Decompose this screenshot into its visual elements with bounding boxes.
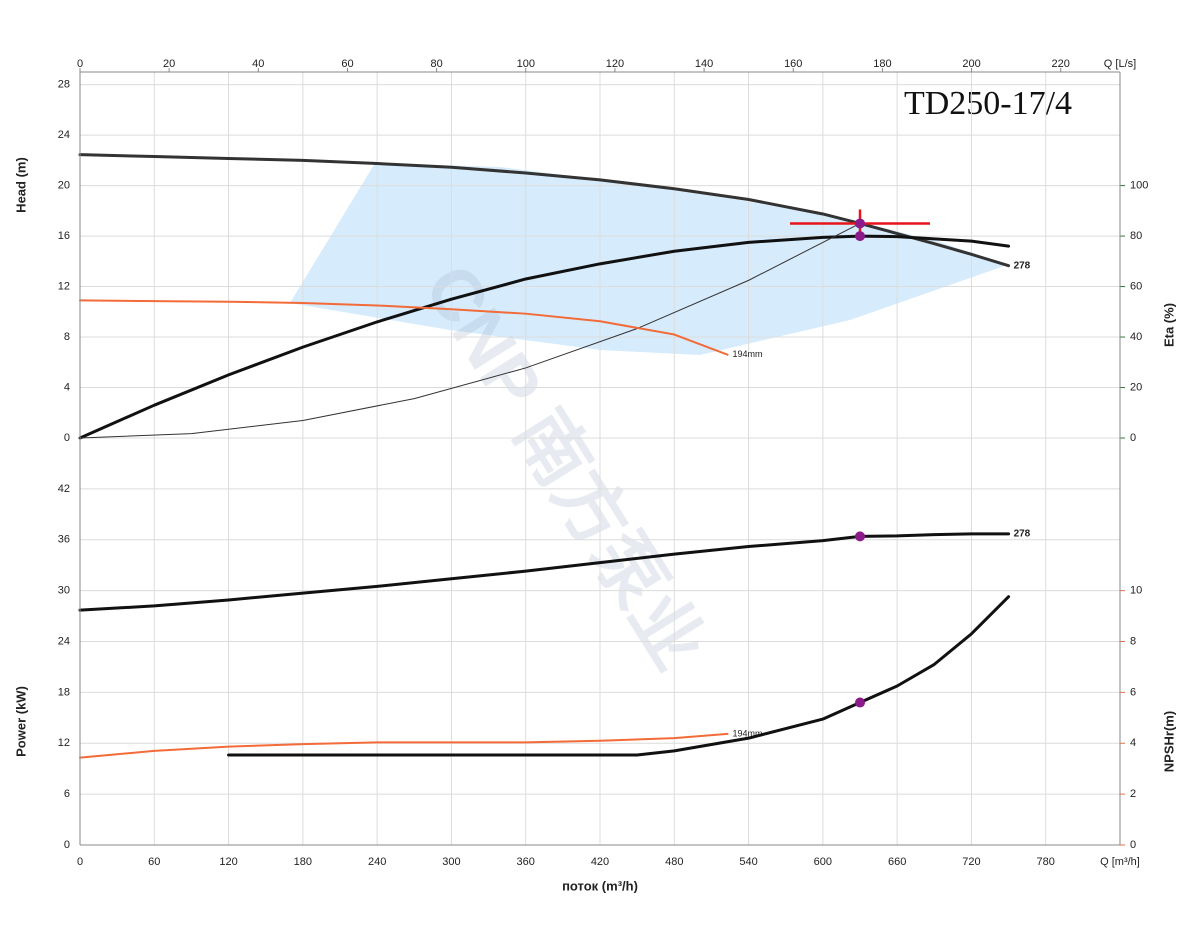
x-tick-label: 480	[665, 856, 683, 868]
y-tick-label: 28	[58, 79, 70, 91]
y2-tick-label: 4	[1130, 737, 1136, 749]
x-tick-label: 180	[294, 856, 312, 868]
x2-tick-label: 180	[873, 58, 891, 70]
y-tick-label: 18	[58, 686, 70, 698]
y-tick-label: 4	[64, 381, 70, 393]
x-tick-label: 60	[148, 856, 160, 868]
y2-tick-label: 40	[1130, 331, 1142, 343]
x-tick-label: 240	[368, 856, 386, 868]
curve	[79, 299, 729, 356]
curve	[78, 234, 1011, 440]
x-unit-label: Q [m³/h]	[1100, 856, 1140, 868]
y-tick-label: 12	[58, 737, 70, 749]
x-tick-label: 780	[1037, 856, 1055, 868]
x2-tick-label: 80	[430, 58, 442, 70]
curve-label: 194mm	[733, 349, 763, 359]
x2-tick-label: 100	[517, 58, 535, 70]
x-tick-label: 300	[442, 856, 460, 868]
x-tick-label: 600	[814, 856, 832, 868]
y-tick-label: 42	[58, 483, 70, 495]
x-tick-label: 660	[888, 856, 906, 868]
x-tick-label: 720	[962, 856, 980, 868]
y2-tick-label: 6	[1130, 686, 1136, 698]
x-axis-label: поток (m³/h)	[562, 878, 638, 893]
y-tick-label: 0	[64, 839, 70, 851]
y-tick-label: 24	[58, 129, 70, 141]
x2-tick-label: 40	[252, 58, 264, 70]
curve-label: 278	[1014, 260, 1031, 271]
x2-tick-label: 160	[784, 58, 802, 70]
y-tick-label: 6	[64, 788, 70, 800]
duty-point	[855, 531, 865, 542]
x2-tick-label: 200	[962, 58, 980, 70]
y2-tick-label: 60	[1130, 280, 1142, 292]
curve	[227, 595, 1011, 757]
x2-tick-label: 60	[341, 58, 353, 70]
curve-label: 194mm	[733, 728, 763, 738]
x2-tick-label: 0	[77, 58, 83, 70]
duty-point	[855, 218, 865, 229]
y2-tick-label: 2	[1130, 788, 1136, 800]
y2-tick-label: 8	[1130, 635, 1136, 647]
chart-title: TD250-17/4	[904, 85, 1072, 122]
y-tick-label: 12	[58, 280, 70, 292]
x-tick-label: 0	[77, 856, 83, 868]
operating-range	[290, 163, 1007, 355]
y-tick-label: 24	[58, 635, 70, 647]
y-axis-label: Power (kW)	[13, 686, 28, 757]
x-tick-label: 120	[219, 856, 237, 868]
y2-tick-label: 0	[1130, 432, 1136, 444]
y2-tick-label: 0	[1130, 839, 1136, 851]
y-tick-label: 30	[58, 585, 70, 597]
duty-point	[855, 697, 865, 708]
x-tick-label: 540	[739, 856, 757, 868]
curve	[79, 222, 861, 439]
x2-tick-label: 120	[606, 58, 624, 70]
y-tick-label: 8	[64, 331, 70, 343]
y2-tick-label: 10	[1130, 585, 1142, 597]
y-tick-label: 20	[58, 179, 70, 191]
x2-tick-label: 20	[163, 58, 175, 70]
x2-tick-label: 220	[1052, 58, 1070, 70]
x2-tick-label: 140	[695, 58, 713, 70]
x-tick-label: 360	[517, 856, 535, 868]
curve-label: 278	[1014, 528, 1031, 539]
curve	[78, 532, 1011, 612]
y-axis-label: Head (m)	[13, 157, 28, 213]
duty-point	[855, 231, 865, 242]
y-tick-label: 0	[64, 432, 70, 444]
x2-unit-label: Q [L/s]	[1104, 58, 1136, 70]
y-tick-label: 16	[58, 230, 70, 242]
y-tick-label: 36	[58, 534, 70, 546]
y2-tick-label: 80	[1130, 230, 1142, 242]
y2-tick-label: 20	[1130, 381, 1142, 393]
y2-axis-label: NPSHr(m)	[1161, 711, 1176, 772]
y2-tick-label: 100	[1130, 179, 1148, 191]
curve	[79, 732, 729, 759]
x-tick-label: 420	[591, 856, 609, 868]
y2-axis-label: Eta (%)	[1161, 303, 1176, 347]
